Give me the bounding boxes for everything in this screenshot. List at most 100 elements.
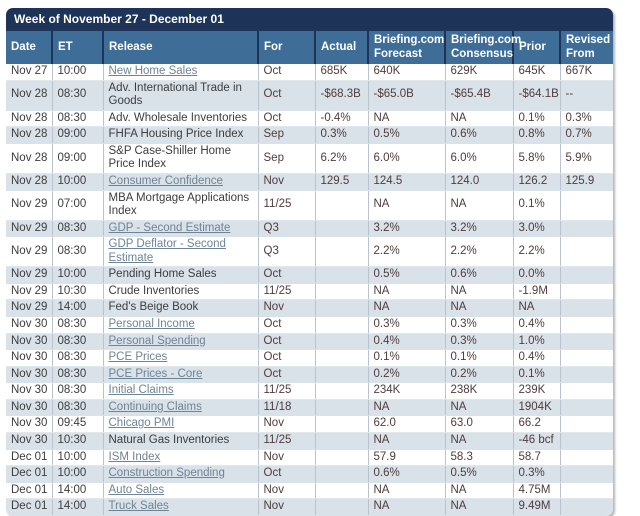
table-row: Dec 01 14:00 Truck Sales Nov NA NA 9.49M — [6, 498, 613, 516]
release-link[interactable]: Initial Claims — [108, 384, 174, 397]
cell-et: 14:00 — [51, 482, 103, 500]
release-label: Adv. International Trade in Goods — [108, 81, 242, 108]
release-link[interactable]: New Home Sales — [108, 65, 198, 77]
release-link[interactable]: Personal Spending — [108, 334, 206, 347]
cell-actual: -0.4% — [314, 110, 368, 128]
cell-release: Consumer Confidence — [102, 173, 258, 191]
cell-release: Adv. Wholesale Inventories — [102, 110, 258, 128]
week-title: Week of November 27 - December 01 — [6, 8, 613, 30]
table-row: Nov 29 07:00 MBA Mortgage Applications Ind… — [6, 190, 613, 221]
cell-date: Nov 30 — [6, 349, 52, 367]
cell-for: Oct — [257, 333, 315, 351]
cell-et: 10:00 — [51, 64, 103, 81]
table-row: Dec 01 10:00 ISM Index Nov 57.9 58.3 58.7 — [6, 449, 613, 467]
cell-consensus: NA — [444, 432, 513, 450]
cell-release: S&P Case-Shiller Home Price Index — [102, 143, 258, 174]
cell-et: 10:00 — [51, 465, 103, 483]
cell-forecast: 3.2% — [367, 220, 445, 238]
table-row: Nov 30 08:30 Initial Claims 11/25 234K 238K 23… — [6, 382, 613, 400]
cell-for: Q3 — [257, 236, 315, 268]
cell-et: 08:30 — [51, 316, 103, 334]
table-row: Nov 29 10:30 Crude Inventories 11/25 NA NA -1.… — [6, 283, 613, 301]
cell-et: 10:30 — [51, 432, 103, 450]
cell-forecast: 0.6% — [367, 465, 445, 483]
cell-consensus: 0.3% — [444, 316, 513, 334]
cell-et: 08:30 — [51, 333, 103, 351]
release-link[interactable]: Consumer Confidence — [108, 174, 223, 187]
cell-forecast: 0.1% — [367, 349, 445, 367]
release-link[interactable]: PCE Prices — [108, 351, 168, 364]
cell-et: 08:30 — [51, 220, 103, 238]
release-link[interactable]: ISM Index — [108, 450, 161, 463]
cell-for: Oct — [257, 64, 315, 81]
cell-date: Nov 30 — [6, 399, 52, 417]
cell-consensus: 0.3% — [444, 333, 513, 351]
column-header-release: Release — [102, 29, 258, 64]
cell-prior: 0.1% — [512, 366, 560, 384]
cell-actual — [314, 236, 368, 268]
cell-forecast: 0.5% — [367, 266, 445, 284]
cell-consensus: 629K — [444, 64, 513, 81]
cell-et: 10:00 — [51, 173, 103, 191]
column-header-row: Date ET Release For Actual Briefing.com … — [6, 29, 613, 64]
cell-release: ISM Index — [102, 449, 258, 467]
release-label: Adv. Wholesale Inventories — [108, 111, 248, 124]
release-link[interactable]: Continuing Claims — [108, 400, 202, 413]
release-link[interactable]: GDP - Second Estimate — [108, 221, 231, 234]
cell-actual — [314, 266, 368, 284]
cell-consensus: 3.2% — [444, 220, 513, 238]
cell-date: Nov 30 — [6, 415, 52, 433]
release-link[interactable]: Truck Sales — [108, 500, 169, 513]
cell-for: Sep — [257, 126, 315, 144]
cell-for: Nov — [257, 173, 315, 191]
table-body: Nov 27 10:00 New Home Sales Oct 685K 640K 629K… — [6, 64, 613, 516]
cell-release: MBA Mortgage Applications Index — [102, 190, 258, 221]
table-row: Nov 29 10:00 Pending Home Sales Oct 0.5% 0.6%… — [6, 266, 613, 284]
cell-et: 09:00 — [51, 126, 103, 144]
release-link[interactable]: PCE Prices - Core — [108, 367, 203, 380]
cell-date: Dec 01 — [6, 465, 52, 483]
cell-for: Nov — [257, 482, 315, 500]
cell-forecast: 234K — [367, 382, 445, 400]
cell-date: Nov 28 — [6, 126, 52, 144]
cell-consensus: 0.1% — [444, 349, 513, 367]
cell-consensus: NA — [444, 399, 513, 417]
cell-forecast: 0.4% — [367, 333, 445, 351]
column-header-actual: Actual — [314, 29, 368, 64]
cell-forecast: 62.0 — [367, 415, 445, 433]
cell-consensus: NA — [444, 190, 513, 221]
cell-revised — [559, 366, 613, 384]
release-link[interactable]: Auto Sales — [108, 483, 165, 496]
cell-release: Continuing Claims — [102, 399, 258, 417]
cell-actual — [314, 465, 368, 483]
cell-revised — [559, 415, 613, 433]
cell-actual — [314, 498, 368, 516]
cell-release: Construction Spending — [102, 465, 258, 483]
table-row: Nov 30 08:30 Personal Spending Oct 0.4% 0.3% 1… — [6, 333, 613, 351]
release-link[interactable]: Personal Income — [108, 318, 195, 330]
cell-revised — [559, 190, 613, 221]
cell-for: Nov — [257, 449, 315, 467]
release-link[interactable]: Chicago PMI — [108, 417, 175, 430]
release-link[interactable]: Construction Spending — [108, 467, 225, 480]
cell-release: Truck Sales — [102, 498, 258, 516]
cell-prior: 126.2 — [512, 173, 560, 191]
cell-release: GDP - Second Estimate — [102, 220, 258, 238]
cell-for: Nov — [257, 415, 315, 433]
cell-actual: 6.2% — [314, 143, 368, 174]
table-row: Nov 29 08:30 GDP - Second Estimate Q3 3.2% 3.… — [6, 220, 613, 238]
cell-forecast: 0.2% — [367, 366, 445, 384]
release-label: Crude Inventories — [108, 284, 200, 297]
cell-revised — [559, 266, 613, 284]
column-header-revised-from: Revised From — [558, 29, 613, 64]
cell-et: 08:30 — [51, 80, 103, 111]
cell-prior: 1.0% — [512, 333, 560, 351]
cell-release: Personal Spending — [102, 333, 258, 351]
release-link[interactable]: GDP Deflator - Second Estimate — [108, 238, 226, 264]
cell-revised — [559, 382, 613, 400]
cell-et: 08:30 — [51, 366, 103, 384]
cell-forecast: NA — [367, 283, 445, 301]
cell-revised — [559, 236, 613, 268]
cell-et: 08:30 — [51, 236, 103, 268]
cell-forecast: NA — [367, 498, 445, 516]
